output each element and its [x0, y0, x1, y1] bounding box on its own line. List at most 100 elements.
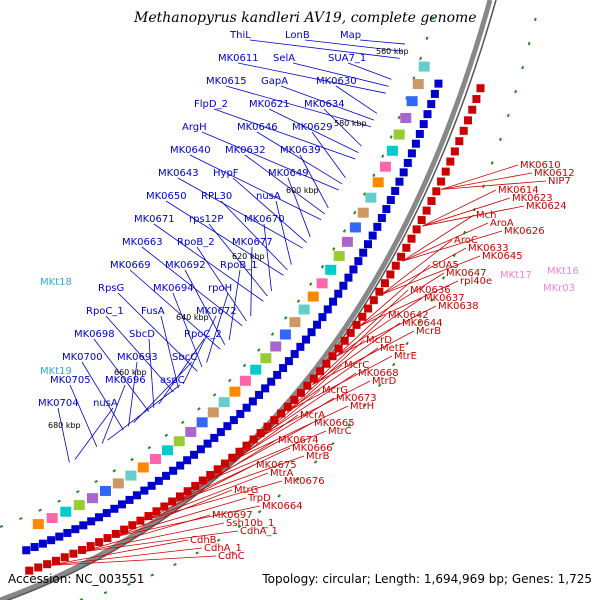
reverse-gene-mark	[407, 234, 416, 243]
forward-gene-label: MK0650	[146, 191, 187, 202]
reverse-gene-label: MK0644	[402, 318, 443, 329]
reverse-gene-mark	[441, 167, 450, 176]
reverse-gene-mark	[51, 556, 60, 565]
reverse-gene-mark	[270, 416, 279, 425]
reverse-gene-mark	[198, 476, 207, 485]
reverse-gene-label: McrD	[366, 335, 392, 346]
forward-gene-label: rps12P	[189, 214, 223, 225]
reverse-leader-line	[47, 547, 203, 566]
reverse-gene-label: MK0664	[262, 501, 303, 512]
category-block	[400, 113, 412, 124]
reverse-leader-line	[175, 447, 291, 503]
category-block	[207, 407, 219, 418]
reverse-gene-label: MK0624	[526, 201, 567, 212]
forward-gene-label: SbcD	[129, 329, 155, 340]
forward-leader-line	[335, 85, 378, 114]
reverse-gene-mark	[60, 553, 69, 562]
forward-gene-mark	[301, 335, 310, 344]
forward-gene-mark	[368, 231, 377, 240]
reverse-gene-label: CdhB	[190, 535, 217, 546]
reverse-gene-label: CdhC	[218, 551, 245, 562]
category-block	[239, 375, 251, 386]
forward-gene-label: rpoH	[208, 283, 232, 294]
reverse-leader-line	[260, 364, 343, 437]
forward-gene-label: MK0696	[105, 375, 146, 386]
forward-gene-label: RpoC_1	[86, 306, 124, 317]
reverse-gene-label: MK0626	[504, 226, 545, 237]
reverse-gene-label: MK0676	[284, 476, 325, 487]
reverse-leader-line	[422, 197, 511, 227]
reverse-gene-mark	[249, 435, 258, 444]
forward-gene-mark	[102, 509, 111, 518]
reverse-leader-line	[336, 297, 423, 357]
reverse-gene-mark	[446, 157, 455, 166]
reverse-gene-label: MK0645	[482, 251, 523, 262]
rrna-label: MKr03	[543, 283, 575, 294]
forward-leader-line	[250, 246, 253, 317]
reverse-gene-label: Mch	[476, 210, 496, 221]
forward-leader-line	[237, 62, 386, 94]
reverse-leader-line	[441, 172, 533, 190]
forward-gene-label: LonB	[285, 30, 310, 41]
reverse-leader-line	[47, 555, 217, 566]
category-block	[125, 470, 137, 481]
forward-gene-mark	[427, 100, 436, 109]
forward-gene-mark	[430, 89, 439, 98]
forward-gene-mark	[261, 384, 270, 393]
forward-leader-line	[177, 177, 304, 249]
forward-leader-line	[244, 154, 326, 215]
forward-gene-mark	[162, 471, 171, 480]
reverse-leader-line	[233, 405, 349, 461]
forward-gene-mark	[377, 214, 386, 223]
reverse-gene-mark	[283, 402, 292, 411]
forward-leader-line	[201, 131, 339, 191]
reverse-leader-line	[260, 380, 371, 437]
reverse-gene-label: MtrB	[306, 451, 330, 462]
reverse-gene-mark	[437, 177, 446, 186]
reverse-gene-mark	[375, 287, 384, 296]
forward-gene-label: nusA	[256, 191, 281, 202]
reverse-leader-line	[81, 522, 225, 553]
reverse-gene-label: MK0668	[358, 368, 399, 379]
forward-gene-mark	[147, 481, 156, 490]
reverse-gene-mark	[25, 566, 34, 575]
forward-gene-mark	[434, 79, 443, 88]
reverse-gene-mark	[334, 344, 343, 353]
forward-gene-label: nusA	[93, 398, 118, 409]
forward-gene-mark	[279, 364, 288, 373]
forward-gene-mark	[255, 390, 264, 399]
forward-gene-label: RpoC_2	[184, 329, 222, 340]
reverse-gene-mark	[468, 105, 477, 114]
forward-gene-mark	[318, 313, 327, 322]
reverse-gene-label: MK0674	[278, 435, 319, 446]
forward-gene-label: MK0630	[316, 76, 357, 87]
reverse-gene-mark	[191, 481, 200, 490]
forward-gene-mark	[229, 416, 238, 425]
forward-gene-mark	[125, 495, 134, 504]
reverse-leader-line	[336, 289, 409, 357]
forward-gene-label: SbcC	[172, 352, 197, 363]
forward-gene-mark	[71, 525, 80, 534]
category-block	[196, 417, 208, 428]
reverse-gene-label: AroA	[490, 218, 514, 229]
forward-leader-line	[232, 177, 307, 243]
reverse-gene-mark	[364, 304, 373, 313]
trna-label: MKt19	[40, 366, 72, 377]
reverse-gene-mark	[450, 147, 459, 156]
forward-leader-line	[93, 338, 150, 412]
forward-gene-label: MK0677	[232, 237, 273, 248]
reverse-gene-label: McrA	[300, 410, 325, 421]
forward-gene-mark	[373, 222, 382, 231]
reverse-gene-mark	[128, 521, 137, 530]
forward-gene-mark	[242, 403, 251, 412]
forward-leader-line	[287, 177, 311, 238]
category-block	[412, 79, 424, 90]
category-block	[250, 364, 262, 375]
category-block	[307, 291, 319, 302]
forward-gene-label: MK0615	[206, 76, 247, 87]
reverse-gene-mark	[296, 388, 305, 397]
forward-gene-label: SUA7_1	[328, 53, 366, 64]
reverse-leader-line	[145, 480, 283, 521]
forward-leader-line	[208, 223, 268, 297]
